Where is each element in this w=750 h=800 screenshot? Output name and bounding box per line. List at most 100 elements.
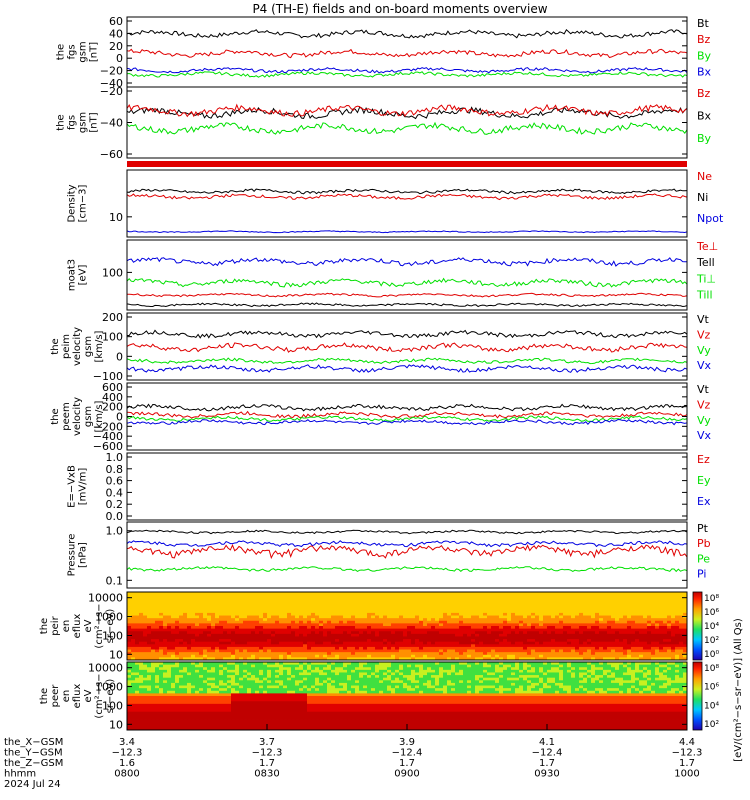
heatmap-cell <box>251 722 256 726</box>
panel-9: 10000100010010thepeirenefluxeV(cm²−s−sr−… <box>39 591 688 661</box>
heatmap-cell <box>587 594 592 598</box>
heatmap-cell <box>319 594 324 598</box>
heatmap-cell <box>303 711 308 715</box>
heatmap-cell <box>159 618 164 622</box>
heatmap-cell <box>147 623 152 627</box>
heatmap-cell <box>239 654 244 658</box>
heatmap-cell <box>451 605 456 609</box>
heatmap-cell <box>499 628 504 632</box>
heatmap-cell <box>223 701 228 705</box>
heatmap-cell <box>287 680 292 684</box>
heatmap-cell <box>271 612 276 616</box>
heatmap-cell <box>611 644 616 648</box>
heatmap-cell <box>151 602 156 606</box>
heatmap-cell <box>491 615 496 619</box>
heatmap-cell <box>159 716 164 720</box>
heatmap-cell <box>219 615 224 619</box>
heatmap-cell <box>227 685 232 689</box>
legend-entry: Ex <box>697 495 711 508</box>
heatmap-cell <box>331 628 336 632</box>
heatmap-cell <box>295 701 300 705</box>
heatmap-cell <box>251 626 256 630</box>
series-line-red <box>126 48 688 59</box>
heatmap-cell <box>223 597 228 601</box>
heatmap-cell <box>587 612 592 616</box>
heatmap-cell <box>171 719 176 723</box>
heatmap-cell <box>423 644 428 648</box>
heatmap-cell <box>567 594 572 598</box>
heatmap-cell <box>559 639 564 643</box>
heatmap-cell <box>211 649 216 653</box>
heatmap-cell <box>403 652 408 656</box>
heatmap-cell <box>267 677 272 681</box>
heatmap-cell <box>171 597 176 601</box>
heatmap-cell <box>411 649 416 653</box>
heatmap-cell <box>147 690 152 694</box>
heatmap-cell <box>659 628 664 632</box>
heatmap-cell <box>647 592 652 596</box>
heatmap-cell <box>403 612 408 616</box>
heatmap-cell <box>563 599 568 603</box>
heatmap-cell <box>139 698 144 702</box>
heatmap-cell <box>323 649 328 653</box>
heatmap-cell <box>267 664 272 668</box>
heatmap-cell <box>271 688 276 692</box>
heatmap-cell <box>291 636 296 640</box>
heatmap-cell <box>167 690 172 694</box>
heatmap-cell <box>195 722 200 726</box>
heatmap-cell <box>475 636 480 640</box>
heatmap-cell <box>171 594 176 598</box>
heatmap-cell <box>287 646 292 650</box>
heatmap-cell <box>307 657 312 661</box>
heatmap-cell <box>231 722 236 726</box>
heatmap-cell <box>431 644 436 648</box>
heatmap-cell <box>667 628 672 632</box>
heatmap-cell <box>375 592 380 596</box>
heatmap-cell <box>575 592 580 596</box>
heatmap-cell <box>391 620 396 624</box>
heatmap-cell <box>343 657 348 661</box>
heatmap-cell <box>659 615 664 619</box>
heatmap-cell <box>143 649 148 653</box>
heatmap-cell <box>419 649 424 653</box>
heatmap-cell <box>323 599 328 603</box>
heatmap-cell <box>431 610 436 614</box>
heatmap-cell <box>463 612 468 616</box>
heatmap-cell <box>527 626 532 630</box>
heatmap-cell <box>627 597 632 601</box>
heatmap-cell <box>535 649 540 653</box>
heatmap-cell <box>247 675 252 679</box>
heatmap-cell <box>323 646 328 650</box>
heatmap-cell <box>219 610 224 614</box>
heatmap-cell <box>159 597 164 601</box>
heatmap-cell <box>251 620 256 624</box>
heatmap-cell <box>163 592 168 596</box>
heatmap-cell <box>175 716 180 720</box>
heatmap-cell <box>231 698 236 702</box>
heatmap-cell <box>583 597 588 601</box>
heatmap-cell <box>235 605 240 609</box>
heatmap-cell <box>539 649 544 653</box>
heatmap-cell <box>423 594 428 598</box>
heatmap-cell <box>667 646 672 650</box>
heatmap-cell <box>271 669 276 673</box>
heatmap-cell <box>643 623 648 627</box>
heatmap-cell <box>647 657 652 661</box>
heatmap-cell <box>155 727 160 731</box>
heatmap-cell <box>443 605 448 609</box>
heatmap-cell <box>315 654 320 658</box>
heatmap-cell <box>299 698 304 702</box>
heatmap-cell <box>443 626 448 630</box>
heatmap-cell <box>155 631 160 635</box>
heatmap-cell <box>259 714 264 718</box>
heatmap-cell <box>683 628 688 632</box>
heatmap-cell <box>323 620 328 624</box>
heatmap-cell <box>343 612 348 616</box>
heatmap-cell <box>379 628 384 632</box>
legend-entry: Ni <box>697 191 708 204</box>
heatmap-cell <box>347 626 352 630</box>
heatmap-cell <box>335 628 340 632</box>
heatmap-cell <box>627 649 632 653</box>
y-tick-label: −100 <box>93 370 123 383</box>
heatmap-cell <box>471 641 476 645</box>
